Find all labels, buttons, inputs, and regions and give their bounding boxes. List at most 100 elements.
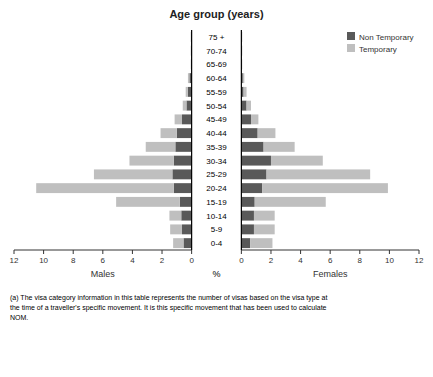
x-tick-label: 12 <box>415 256 424 265</box>
bar-segment <box>175 114 182 124</box>
x-axis-label: Females <box>313 269 348 279</box>
x-tick-label: 0 <box>189 256 194 265</box>
bar-segment <box>173 238 183 248</box>
bar-segment <box>241 156 271 166</box>
bar-segment <box>186 101 191 111</box>
x-tick <box>300 250 301 254</box>
footnote-line: NOM. <box>10 314 28 321</box>
x-tick-label: 2 <box>160 256 165 265</box>
legend: Non Temporary Temporary <box>347 32 414 54</box>
category-label: 75 + <box>209 33 225 42</box>
category-label: 40-44 <box>206 129 227 138</box>
bar-segment <box>182 114 192 124</box>
category-label: 5-9 <box>211 225 223 234</box>
bar-segment <box>247 101 251 111</box>
category-label: 70-74 <box>206 47 227 56</box>
bar-segment <box>172 169 191 179</box>
category-label: 10-14 <box>206 212 227 221</box>
bar-segment <box>169 211 181 221</box>
bar-segment <box>116 197 180 207</box>
x-tick-label: 4 <box>130 256 135 265</box>
bar-segment <box>170 224 182 234</box>
x-tick <box>191 250 192 254</box>
bar-segment <box>267 169 371 179</box>
bar-segment <box>254 224 275 234</box>
bar-segment <box>241 211 254 221</box>
bar-segment <box>244 87 247 97</box>
bar-segment <box>251 114 258 124</box>
category-label: 55-59 <box>206 88 227 97</box>
x-tick-label: 4 <box>298 256 303 265</box>
footnote: (a) The visa category information in thi… <box>10 294 327 321</box>
x-tick <box>43 250 44 254</box>
bar-segment <box>241 142 263 152</box>
x-tick-label: 6 <box>101 256 106 265</box>
bar-segment <box>180 197 192 207</box>
x-tick-label: 12 <box>10 256 19 265</box>
bar-segment <box>183 101 187 111</box>
bar-segment <box>250 238 272 248</box>
category-label: 25-29 <box>206 170 227 179</box>
x-tick-label: 0 <box>239 256 244 265</box>
bar-segment <box>241 238 250 248</box>
x-tick-label: 2 <box>269 256 274 265</box>
bar-segment <box>255 197 326 207</box>
bar-segment <box>146 142 176 152</box>
zero-axis-line <box>191 30 192 250</box>
bar-segment <box>94 169 172 179</box>
legend-swatch <box>347 32 355 40</box>
category-label: 50-54 <box>206 102 227 111</box>
unit-label: % <box>212 269 220 279</box>
zero-axis-line <box>241 30 242 250</box>
legend-label: Temporary <box>359 45 397 54</box>
bars <box>241 32 388 248</box>
x-tick <box>132 250 133 254</box>
x-tick-label: 8 <box>358 256 363 265</box>
x-tick <box>73 250 74 254</box>
bar-segment <box>182 224 192 234</box>
bar-segment <box>241 169 266 179</box>
bar-segment <box>258 128 276 138</box>
legend-swatch <box>347 44 355 52</box>
bar-segment <box>241 197 254 207</box>
bar-segment <box>175 142 191 152</box>
footnote-line: the time of a traveller's specific movem… <box>10 304 327 312</box>
legend-label: Non Temporary <box>359 33 414 42</box>
x-tick-label: 10 <box>39 256 48 265</box>
category-label: 60-64 <box>206 74 227 83</box>
footnote-line: (a) The visa category information in thi… <box>10 294 327 302</box>
category-label: 0-4 <box>211 239 223 248</box>
x-tick-label: 6 <box>328 256 333 265</box>
x-tick <box>389 250 390 254</box>
bar-segment <box>262 183 388 193</box>
x-tick-label: 10 <box>385 256 394 265</box>
bar-segment <box>183 238 191 248</box>
x-tick <box>419 250 420 254</box>
x-tick <box>241 250 242 254</box>
category-label: 35-39 <box>206 143 227 152</box>
title: Age group (years) <box>169 8 263 20</box>
category-label: 45-49 <box>206 115 227 124</box>
bar-segment <box>36 183 174 193</box>
bar-segment <box>241 128 257 138</box>
x-tick <box>359 250 360 254</box>
bar-segment <box>241 114 251 124</box>
bar-segment <box>181 211 191 221</box>
bar-segment <box>264 142 295 152</box>
x-tick <box>270 250 271 254</box>
bar-segment <box>174 156 192 166</box>
bar-segment <box>174 183 192 193</box>
bar-segment <box>254 211 275 221</box>
x-tick <box>14 250 15 254</box>
x-tick-label: 8 <box>71 256 76 265</box>
category-label: 15-19 <box>206 198 227 207</box>
bar-segment <box>241 101 246 111</box>
bar-segment <box>243 73 244 83</box>
bar-segment <box>241 224 254 234</box>
category-label: 20-24 <box>206 184 227 193</box>
bar-segment <box>271 156 323 166</box>
x-tick <box>162 250 163 254</box>
x-tick <box>102 250 103 254</box>
bars <box>36 32 191 248</box>
bar-segment <box>129 156 173 166</box>
